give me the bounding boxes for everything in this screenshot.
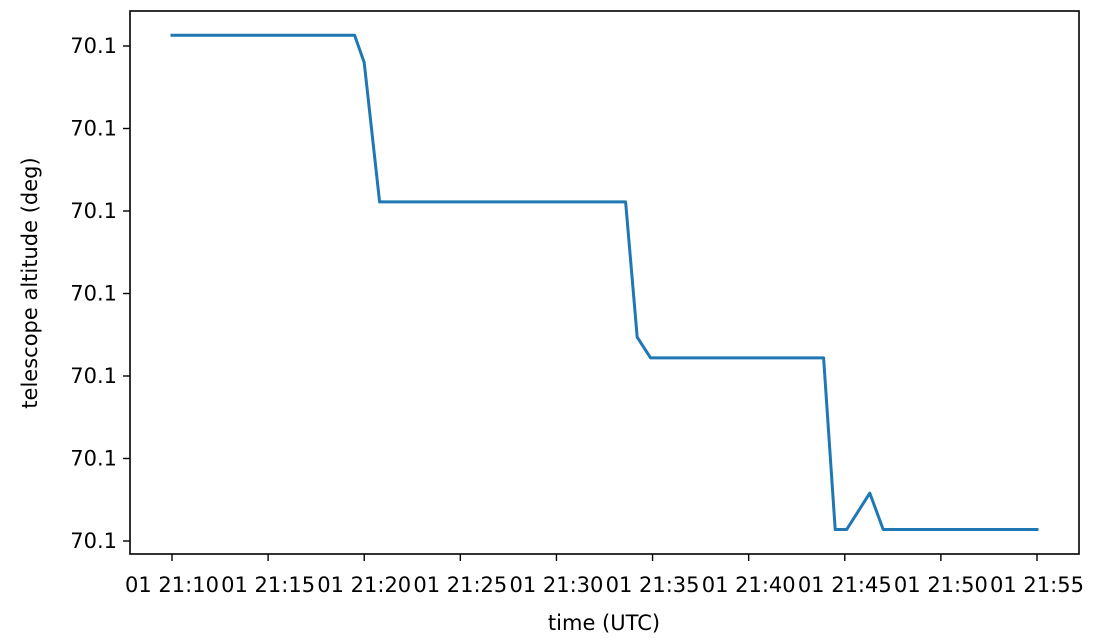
y-axis-label: telescope altitude (deg) xyxy=(18,157,42,408)
altitude-series-line xyxy=(170,33,1039,531)
y-tick-label: 70.1 xyxy=(70,447,117,471)
y-tick-label: 70.1 xyxy=(70,282,117,306)
y-tick-label: 70.1 xyxy=(70,529,117,553)
x-tick-label: 01 21:40 xyxy=(702,573,796,597)
series-layer xyxy=(170,33,1039,531)
y-tick-label: 70.1 xyxy=(70,199,117,223)
tick-labels: 01 21:10 01 21:15 01 21:20 01 21:25 01 21:30… xyxy=(70,34,1084,597)
x-tick-label: 01 21:45 xyxy=(798,573,892,597)
x-tick-label: 01 21:20 xyxy=(317,573,411,597)
x-tick-label: 01 21:30 xyxy=(509,573,603,597)
x-tick-label: 01 21:10 xyxy=(125,573,219,597)
plot-frame xyxy=(129,10,1080,555)
x-tick-label: 01 21:15 xyxy=(221,573,315,597)
x-tick-label: 01 21:55 xyxy=(990,573,1084,597)
x-tick-label: 01 21:50 xyxy=(894,573,988,597)
x-tick-label: 01 21:25 xyxy=(413,573,507,597)
x-tick-label: 01 21:35 xyxy=(606,573,700,597)
x-axis-label: time (UTC) xyxy=(548,611,660,635)
y-tick-label: 70.1 xyxy=(70,364,117,388)
y-tick-label: 70.1 xyxy=(70,34,117,58)
axis-ticks xyxy=(123,45,1038,561)
y-tick-label: 70.1 xyxy=(70,117,117,141)
